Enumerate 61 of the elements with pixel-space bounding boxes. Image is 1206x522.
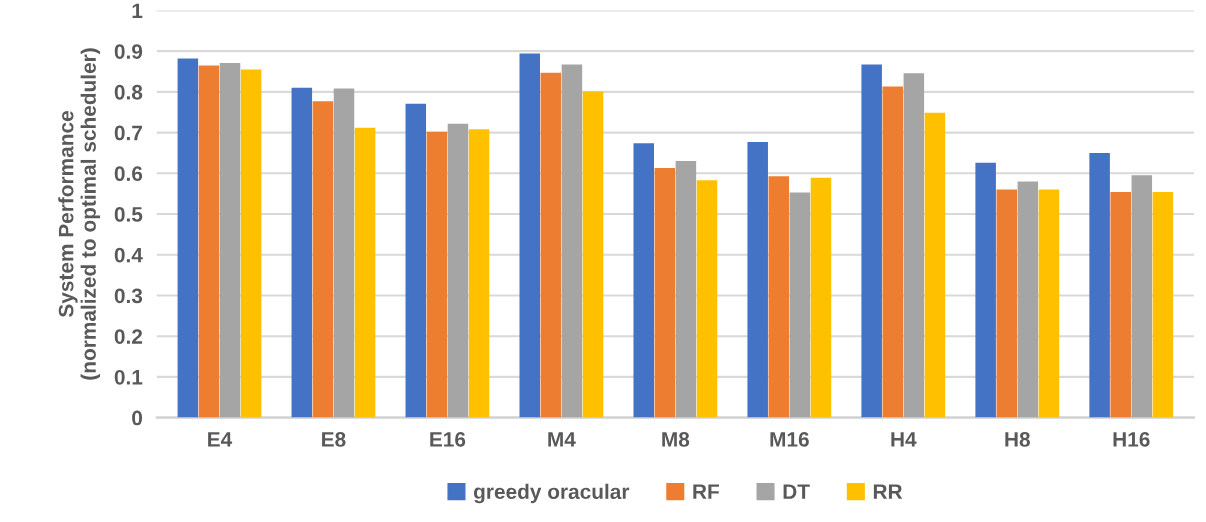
bar [540,72,562,418]
y-tick-label: 0.3 [114,288,143,304]
bar [924,112,946,418]
bar [198,65,220,418]
x-tick-label: M4 [548,432,576,447]
bar [582,91,604,418]
bar [1017,181,1039,418]
y-tick-label: 1 [132,3,143,18]
y-tick-label: 0.6 [114,166,143,182]
x-tick-label: H8 [1005,432,1030,447]
legend-label: RF [693,484,719,499]
bar [696,180,718,418]
bar [1131,175,1153,418]
y-tick-label: 0.7 [114,125,142,141]
x-tick-label: H4 [891,432,917,447]
bar [1110,192,1131,418]
bar [675,161,697,418]
bar [177,58,199,418]
bar [426,131,448,418]
bar [633,143,654,418]
y-tick-label: 0 [132,410,143,426]
y-tick-label: 0.5 [114,207,143,222]
y-tick-label: 0.9 [114,44,143,59]
x-tick-label: E8 [322,432,346,447]
bar [1152,192,1174,418]
y-tick-label: 0.1 [114,369,143,385]
x-tick-label: M8 [662,432,690,447]
bar [768,176,790,418]
bar [333,88,355,418]
bar [996,189,1017,418]
legend-label: RR [873,484,903,499]
bar [312,101,334,418]
bar [903,73,925,418]
bar [882,86,904,418]
x-tick-label: H16 [1113,432,1150,447]
y-axis-title: System Performance (normalized to optimal scheduler) [58,48,101,380]
bar [975,162,996,418]
bar [519,53,541,418]
bar [354,127,376,418]
bar [654,168,676,418]
bar [219,62,241,418]
bar [810,177,832,418]
bar [861,64,882,418]
x-tick-label: E16 [430,432,466,447]
bar [561,64,583,418]
bar [789,192,811,418]
bar [1038,189,1060,418]
bar [291,87,313,418]
bar [240,69,262,418]
legend-label: DT [783,484,810,499]
y-tick-label: 0.4 [114,247,143,263]
y-tick-label: 0.8 [114,84,143,100]
bar [405,103,427,418]
x-tick-label: E4 [208,432,233,447]
bar [447,123,469,418]
bar [1089,152,1110,418]
bar [468,129,490,418]
y-tick-label: 0.2 [114,329,143,344]
legend-label: greedy oracular [473,483,630,504]
x-tick-label: M16 [770,432,809,447]
bar [747,141,768,418]
